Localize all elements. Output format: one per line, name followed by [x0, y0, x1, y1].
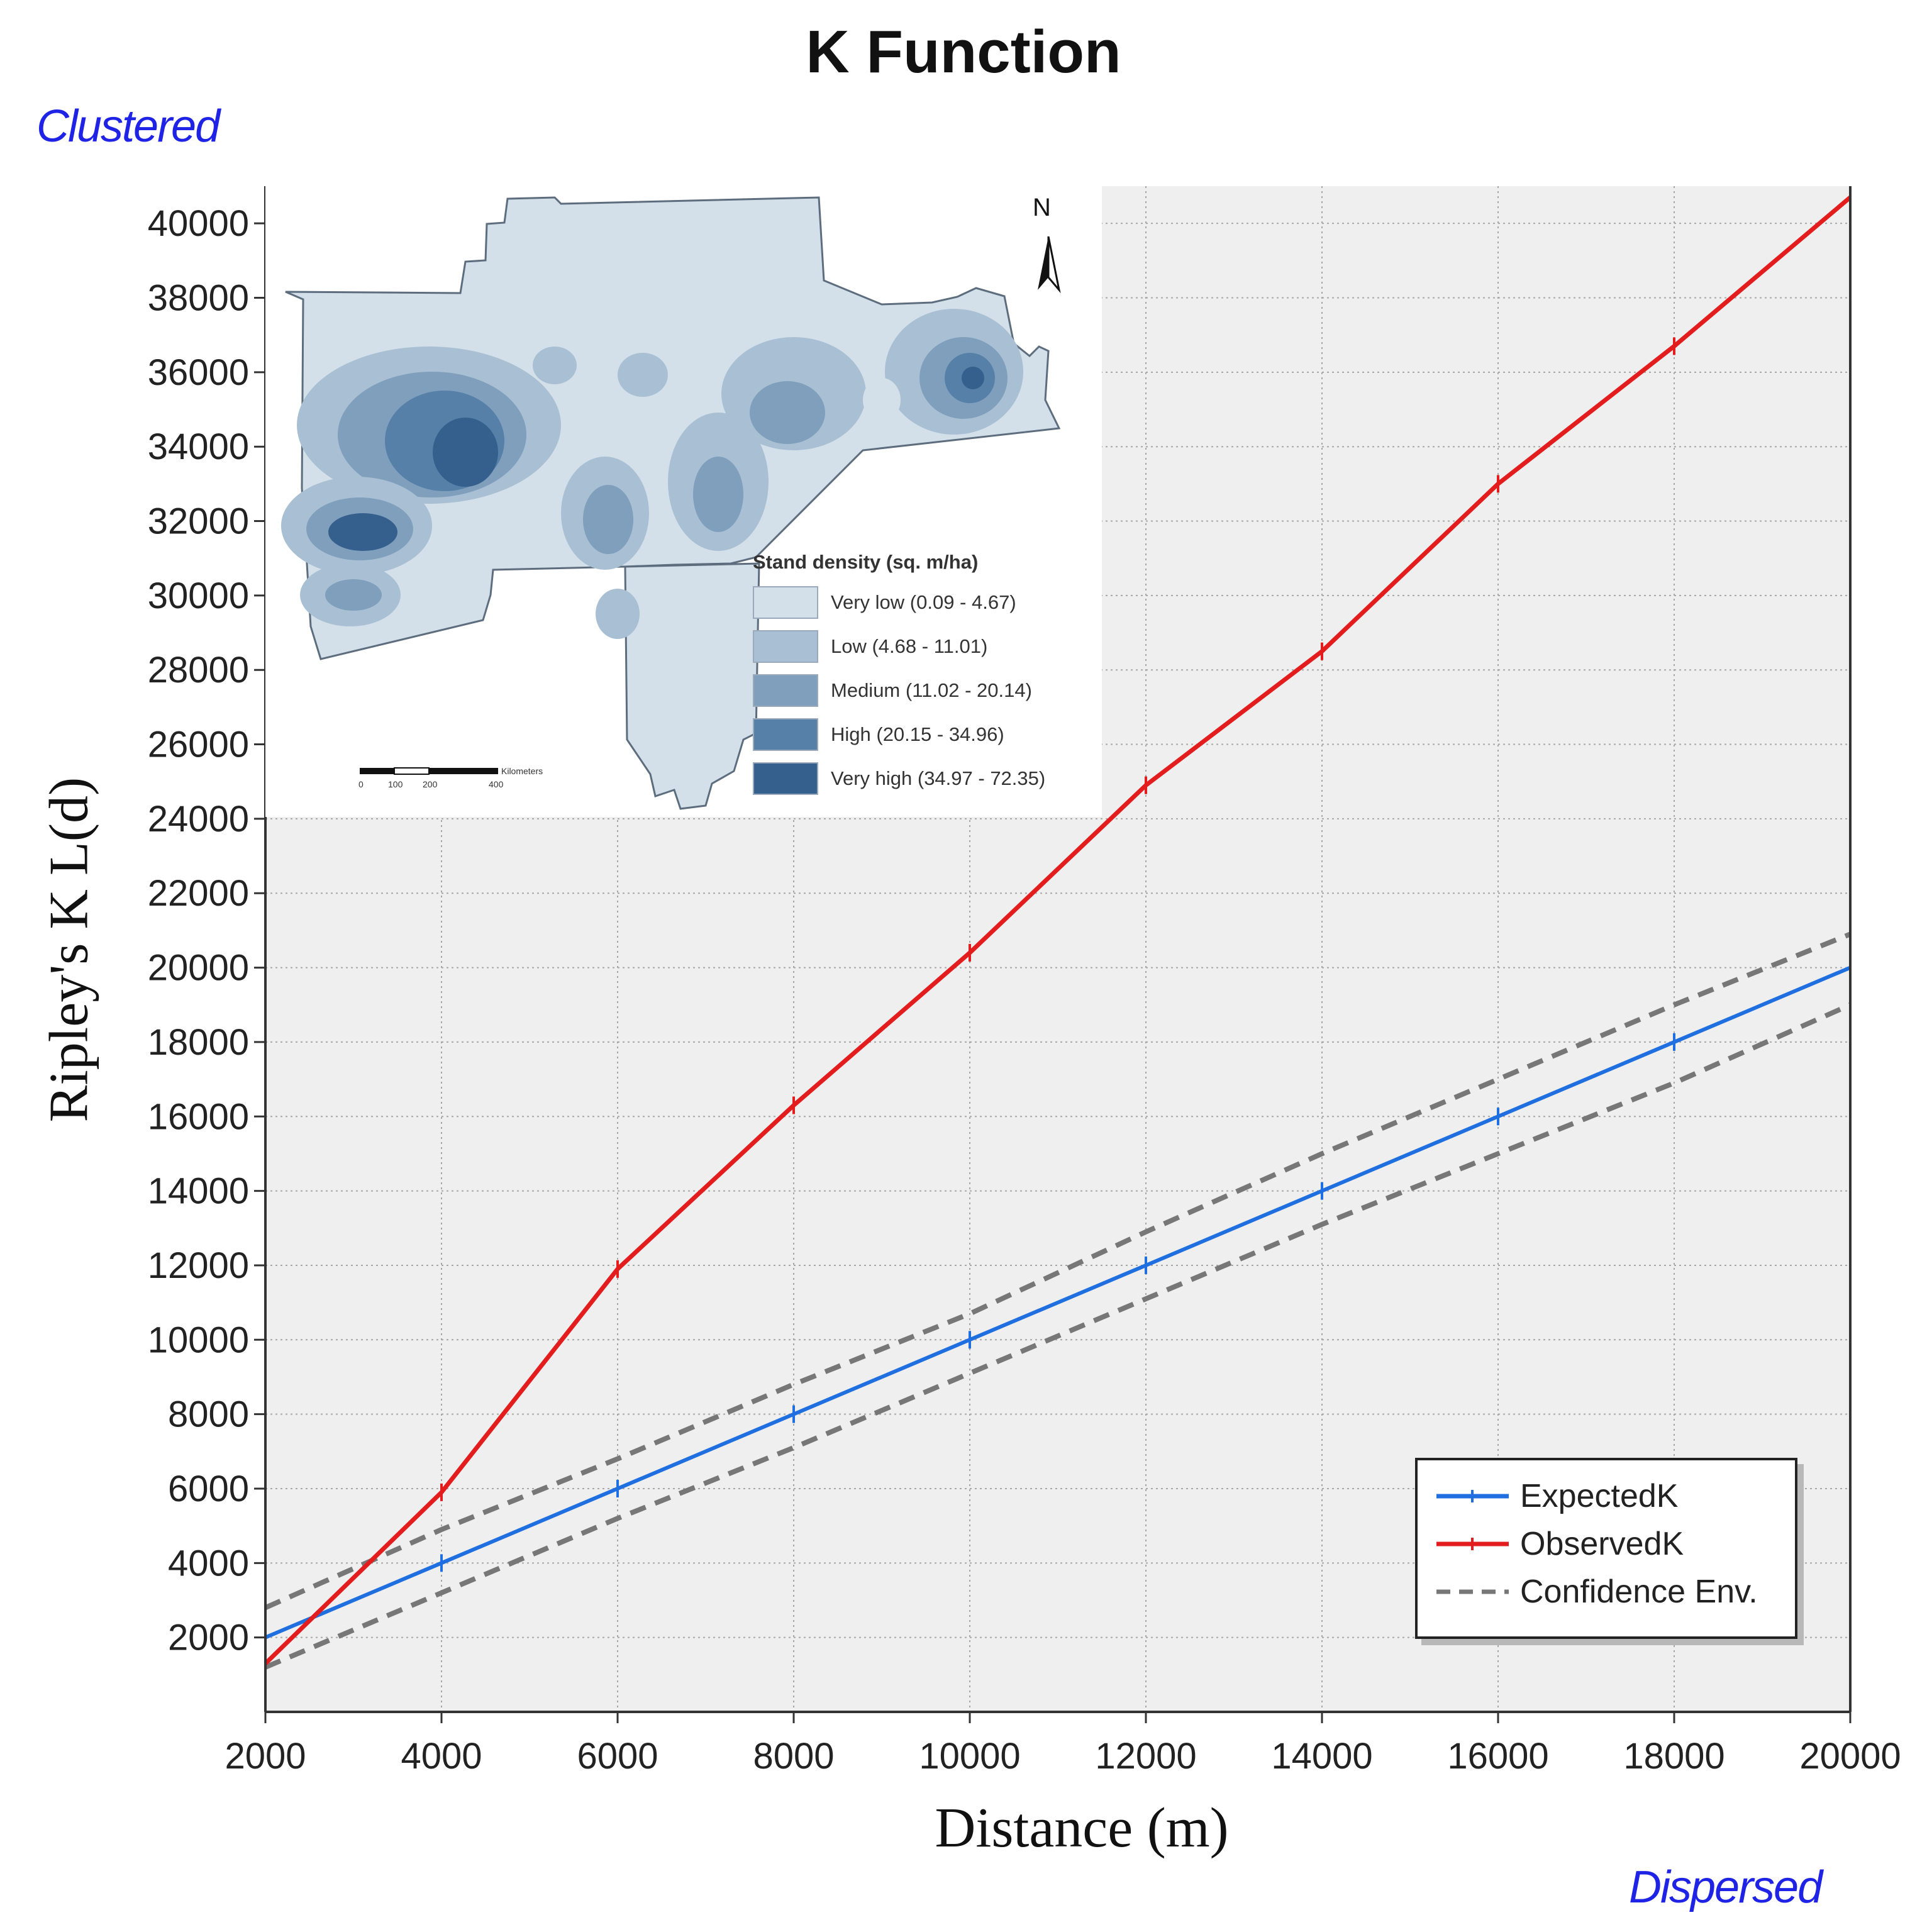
scale-tick-0: 0 — [358, 779, 364, 789]
y-tick-label: 10000 — [148, 1319, 249, 1360]
chart-legend: ExpectedK ObservedK Confidence Env. — [1415, 1458, 1797, 1639]
scale-unit: Kilometers — [501, 766, 543, 776]
series-line-observedk — [264, 196, 1852, 1665]
legend-line-observed — [1436, 1538, 1509, 1550]
density-class-high: High (20.15 - 34.96) — [753, 717, 1004, 752]
x-tick-label: 10000 — [919, 1736, 1020, 1777]
scale-tick-400: 400 — [489, 779, 504, 789]
scale-tick-100: 100 — [388, 779, 403, 789]
y-tick-label: 32000 — [148, 501, 249, 542]
y-tick-label: 26000 — [148, 724, 249, 765]
x-tick-label: 16000 — [1447, 1736, 1548, 1777]
density-class-low: Low (4.68 - 11.01) — [753, 629, 987, 664]
y-tick-label: 40000 — [148, 203, 249, 244]
y-tick-label: 34000 — [148, 426, 249, 467]
y-tick-label: 36000 — [148, 352, 249, 393]
x-tick-label: 4000 — [401, 1736, 482, 1777]
chart-title: K Function — [806, 18, 1121, 86]
x-tick-label: 18000 — [1623, 1736, 1724, 1777]
density-swatch — [753, 718, 818, 751]
x-tick-label: 14000 — [1271, 1736, 1372, 1777]
series-line-confidence-env-lower- — [264, 1002, 1852, 1670]
y-tick-label: 14000 — [148, 1171, 249, 1212]
scale-bar: 0 100 200 400 Kilometers — [358, 766, 543, 789]
y-tick-label: 38000 — [148, 278, 249, 319]
legend-line-confidence — [1436, 1589, 1509, 1594]
legend-item-observed: ObservedK — [1436, 1522, 1684, 1566]
density-class-label: Very low (0.09 - 4.67) — [831, 591, 1016, 613]
density-swatch — [753, 674, 818, 707]
density-class-label: Medium (11.02 - 20.14) — [831, 679, 1032, 701]
y-tick-label: 8000 — [168, 1394, 249, 1435]
density-class-medium: Medium (11.02 - 20.14) — [753, 673, 1032, 708]
density-swatch — [753, 586, 818, 619]
y-tick-label: 2000 — [168, 1618, 249, 1658]
dispersed-annotation: Dispersed — [1629, 1862, 1823, 1913]
density-class-very-high: Very high (34.97 - 72.35) — [753, 761, 1045, 796]
y-tick-label: 4000 — [168, 1543, 249, 1584]
legend-line-expected — [1436, 1490, 1509, 1502]
x-tick-label: 20000 — [1799, 1736, 1901, 1777]
y-tick-label: 20000 — [148, 948, 249, 989]
north-arrow-icon — [1038, 236, 1061, 294]
inset-map: 0 100 200 400 Kilometers N Stand density… — [265, 186, 1102, 817]
legend-item-expected: ExpectedK — [1436, 1474, 1679, 1518]
x-tick-label: 2000 — [225, 1736, 306, 1777]
x-axis-label: Distance (m) — [935, 1797, 1229, 1859]
legend-label: ExpectedK — [1520, 1478, 1679, 1514]
clustered-annotation: Clustered — [36, 101, 220, 152]
series-line-expectedk — [264, 965, 1852, 1640]
density-patches — [281, 309, 1023, 639]
north-label: N — [1033, 194, 1051, 221]
y-tick-label: 28000 — [148, 650, 249, 691]
y-tick-label: 16000 — [148, 1096, 249, 1137]
density-class-label: High (20.15 - 34.96) — [831, 723, 1004, 745]
legend-label: ObservedK — [1520, 1526, 1684, 1562]
legend-item-confidence: Confidence Env. — [1436, 1570, 1758, 1614]
density-swatch — [753, 630, 818, 663]
series-line-confidence-env- — [264, 931, 1852, 1610]
density-map: 0 100 200 400 Kilometers — [281, 196, 1061, 810]
series-layer — [264, 188, 1852, 1673]
density-class-label: Very high (34.97 - 72.35) — [831, 767, 1046, 789]
density-legend-title: Stand density (sq. m/ha) — [753, 551, 979, 573]
legend-label: Confidence Env. — [1520, 1574, 1758, 1610]
density-class-very-low: Very low (0.09 - 4.67) — [753, 585, 1016, 620]
y-tick-label: 22000 — [148, 873, 249, 914]
scale-tick-200: 200 — [423, 779, 438, 789]
density-class-label: Low (4.68 - 11.01) — [831, 635, 988, 657]
axes: 2000400060008000100001200014000160001800… — [148, 186, 1901, 1777]
x-tick-label: 8000 — [753, 1736, 834, 1777]
y-tick-label: 12000 — [148, 1245, 249, 1286]
x-tick-label: 12000 — [1095, 1736, 1196, 1777]
y-tick-label: 30000 — [148, 575, 249, 616]
y-tick-label: 18000 — [148, 1022, 249, 1063]
y-tick-label: 24000 — [148, 799, 249, 840]
y-tick-label: 6000 — [168, 1468, 249, 1509]
x-tick-label: 6000 — [577, 1736, 658, 1777]
density-swatch — [753, 762, 818, 795]
